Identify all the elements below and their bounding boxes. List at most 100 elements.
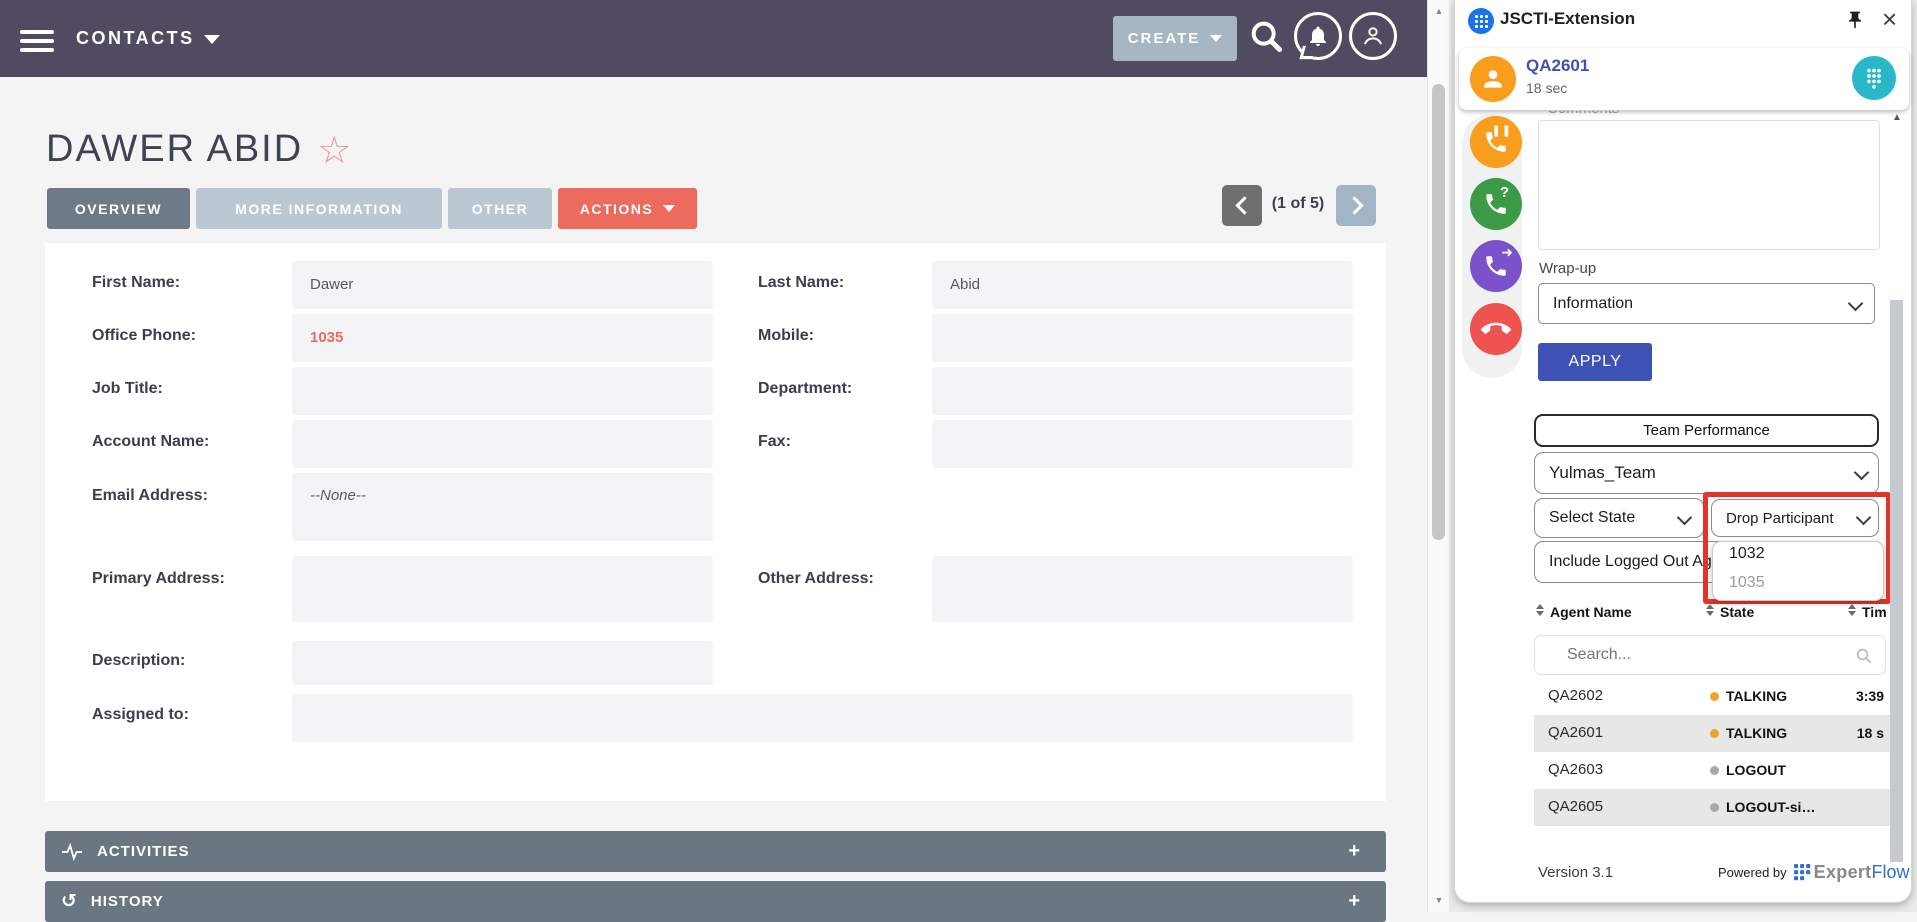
field-job-title[interactable] bbox=[292, 367, 713, 415]
scroll-down-icon[interactable]: ▼ bbox=[1434, 895, 1444, 905]
field-first-name[interactable] bbox=[292, 261, 713, 309]
wrapup-label: Wrap-up bbox=[1539, 260, 1597, 277]
phone-link[interactable]: 1035 bbox=[310, 329, 344, 346]
menu-icon[interactable] bbox=[20, 25, 54, 57]
field-account-name[interactable] bbox=[292, 420, 713, 468]
history-icon: ↺ bbox=[61, 891, 77, 912]
comments-label-clip: Comments bbox=[1540, 111, 1890, 131]
scrollbar-thumb[interactable] bbox=[1432, 84, 1445, 540]
column-header-time[interactable]: Tim bbox=[1848, 604, 1887, 620]
agent-name: QA2601 bbox=[1548, 724, 1604, 741]
panel-label: ACTIVITIES bbox=[97, 843, 190, 860]
agent-search bbox=[1534, 635, 1886, 675]
consult-call-button[interactable]: ? bbox=[1470, 178, 1522, 230]
apply-button[interactable]: APPLY bbox=[1538, 343, 1652, 381]
activities-panel-header[interactable]: ACTIVITIES + bbox=[45, 831, 1386, 872]
agent-row-selected[interactable]: QA2601 TALKING 18 s bbox=[1534, 715, 1890, 752]
main-scrollbar[interactable]: ▲ ▼ bbox=[1427, 0, 1450, 912]
team-select[interactable]: Yulmas_Team bbox=[1534, 452, 1879, 494]
pin-icon[interactable] bbox=[1845, 10, 1865, 35]
field-description[interactable] bbox=[292, 641, 713, 685]
option-1032[interactable]: 1032 bbox=[1729, 545, 1765, 562]
field-mobile[interactable] bbox=[932, 314, 1353, 362]
panel-scroll-up-icon[interactable]: ▲ bbox=[1892, 112, 1902, 123]
powered-by: Powered by Expert Flow bbox=[1718, 862, 1910, 883]
column-header-state[interactable]: State bbox=[1706, 604, 1754, 620]
activities-icon bbox=[61, 842, 83, 861]
team-performance-button[interactable]: Team Performance bbox=[1534, 414, 1879, 447]
field-other-address[interactable] bbox=[932, 556, 1353, 622]
record-pagination: (1 of 5) bbox=[1271, 195, 1325, 212]
agent-name: QA2603 bbox=[1548, 761, 1604, 778]
module-label: CONTACTS bbox=[76, 28, 195, 48]
field-department[interactable] bbox=[932, 367, 1353, 415]
field-label: First Name: bbox=[92, 274, 181, 291]
caller-avatar bbox=[1470, 56, 1516, 102]
tab-overview[interactable]: OVERVIEW bbox=[47, 188, 190, 229]
history-panel-header[interactable]: ↺ HISTORY + bbox=[45, 881, 1386, 922]
actions-label: ACTIONS bbox=[579, 200, 654, 217]
favorite-star-icon[interactable]: ☆ bbox=[317, 130, 354, 172]
extension-icon bbox=[1468, 8, 1494, 34]
agent-time: 18 s bbox=[1856, 725, 1884, 741]
field-email-address[interactable] bbox=[292, 473, 713, 541]
arrow-glyph: ➜ bbox=[1501, 244, 1513, 260]
transfer-call-button[interactable]: ➜ bbox=[1470, 240, 1522, 292]
field-label: Last Name: bbox=[758, 274, 845, 291]
agent-state: LOGOUT bbox=[1726, 762, 1786, 778]
expand-plus-icon[interactable]: + bbox=[1348, 890, 1360, 912]
sort-icon bbox=[1536, 604, 1544, 616]
top-navbar: CONTACTS CREATE bbox=[0, 0, 1449, 77]
tab-other[interactable]: OTHER bbox=[448, 188, 552, 229]
create-label: CREATE bbox=[1127, 30, 1201, 47]
agent-row[interactable]: QA2605 LOGOUT-si… bbox=[1534, 789, 1890, 826]
field-label: Description: bbox=[92, 652, 186, 669]
search-icon[interactable] bbox=[1247, 17, 1287, 62]
comments-label: Comments bbox=[1547, 111, 1620, 117]
state-select[interactable]: Select State bbox=[1534, 498, 1704, 538]
drop-participant-select[interactable]: Drop Participant bbox=[1711, 499, 1879, 537]
field-label: Department: bbox=[758, 380, 853, 397]
sort-icon bbox=[1848, 604, 1856, 616]
prev-record-button[interactable] bbox=[1222, 185, 1262, 226]
field-label: Primary Address: bbox=[92, 570, 225, 587]
module-menu-contacts[interactable]: CONTACTS bbox=[76, 28, 220, 49]
agent-time: 3:39 bbox=[1855, 688, 1884, 704]
field-assigned-to[interactable] bbox=[292, 694, 1353, 742]
agent-row[interactable]: QA2603 LOGOUT bbox=[1534, 752, 1890, 789]
panel-scrollbar-thumb[interactable] bbox=[1890, 300, 1903, 862]
active-call-card bbox=[1459, 48, 1909, 110]
field-value: --None-- bbox=[310, 487, 366, 504]
field-label: Assigned to: bbox=[92, 706, 189, 723]
agent-state: TALKING bbox=[1726, 688, 1788, 704]
agent-search-input[interactable] bbox=[1565, 645, 1819, 665]
agent-state: LOGOUT-si… bbox=[1726, 799, 1816, 815]
caller-name[interactable]: QA2601 bbox=[1526, 56, 1590, 75]
end-call-button[interactable] bbox=[1470, 303, 1522, 355]
field-label: Mobile: bbox=[758, 327, 814, 344]
brand-expert: Expert bbox=[1813, 862, 1872, 882]
field-last-name[interactable] bbox=[932, 261, 1353, 309]
tab-more-information[interactable]: MORE INFORMATION bbox=[196, 188, 442, 229]
expand-plus-icon[interactable]: + bbox=[1348, 840, 1360, 862]
create-button[interactable]: CREATE bbox=[1113, 16, 1237, 61]
bubble-tail bbox=[1299, 45, 1316, 60]
wrapup-select[interactable]: Information bbox=[1538, 283, 1875, 324]
dialpad-button[interactable] bbox=[1852, 56, 1896, 100]
notifications-icon[interactable] bbox=[1294, 12, 1342, 60]
field-primary-address[interactable] bbox=[292, 556, 713, 622]
next-record-button[interactable] bbox=[1336, 185, 1376, 226]
column-header-agent-name[interactable]: Agent Name bbox=[1536, 604, 1632, 620]
drop-participant-options: 1032 1035 bbox=[1712, 541, 1884, 601]
hold-call-button[interactable]: ❚❚ bbox=[1470, 116, 1522, 168]
close-icon[interactable]: × bbox=[1882, 4, 1898, 34]
agent-row[interactable]: QA2602 TALKING 3:39 bbox=[1534, 678, 1890, 715]
scroll-up-icon[interactable]: ▲ bbox=[1434, 6, 1444, 16]
option-1035[interactable]: 1035 bbox=[1729, 574, 1765, 591]
agent-name: QA2602 bbox=[1548, 687, 1604, 704]
actions-dropdown-button[interactable]: ACTIONS bbox=[558, 188, 697, 229]
field-office-phone[interactable] bbox=[292, 314, 713, 362]
comments-textarea[interactable] bbox=[1538, 120, 1880, 250]
field-fax[interactable] bbox=[932, 420, 1353, 468]
user-profile-icon[interactable] bbox=[1349, 12, 1397, 60]
